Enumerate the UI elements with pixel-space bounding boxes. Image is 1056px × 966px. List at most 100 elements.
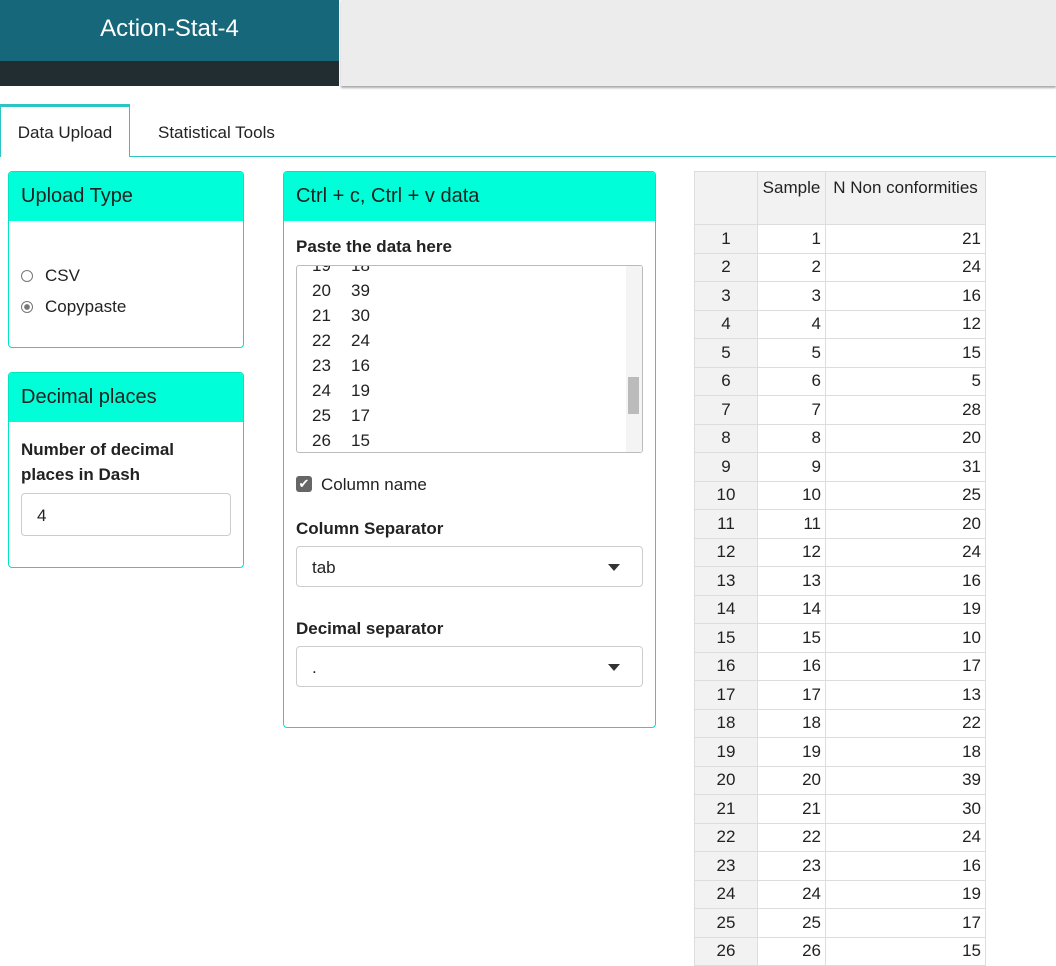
label: Number of decimal places in Dash [21,440,175,484]
box-title: Ctrl + c, Ctrl + v data [284,172,655,221]
table-cell: 25 [825,480,986,510]
table-cell: 10 [694,480,758,510]
table-cell: 31 [825,452,986,482]
radio-label: CSV [45,265,80,285]
table-cell: 22 [825,708,986,738]
data-table: Sample N Non conformities 1 1 21 2 2 24 3 3 16 4 4… [694,171,986,966]
table-row: 19 19 18 [694,737,986,767]
table-cell: 11 [757,509,826,539]
table-cell: 4 [694,309,758,339]
table-cell: 24 [694,879,758,909]
text-line: 22 24 [312,328,381,353]
radio-option[interactable]: Copypaste [21,291,126,322]
table-cell: 3 [757,281,826,311]
table-cell: 20 [694,765,758,795]
table-cell: 14 [757,594,826,624]
table-cell: 22 [694,822,758,852]
table-row: 25 25 17 [694,908,986,938]
table-cell: 19 [825,594,986,624]
tab[interactable]: Data Upload [0,104,130,157]
text-token: 22 [312,331,331,350]
table-cell: 26 [694,936,758,966]
scrollbar[interactable] [626,266,642,452]
table-cell: 2 [694,252,758,282]
textarea[interactable]: 19 18 20 39 21 30 22 24 23 16 24 19 25 17 26 15 [296,265,643,453]
dropdown[interactable]: tab [296,546,643,587]
text-token: 18 [351,265,370,275]
text-token: 30 [351,306,370,325]
label: Column Separator [296,519,444,538]
text-line: 26 15 [312,428,381,452]
table-row: 3 3 16 [694,281,986,311]
box-title: Decimal places [9,373,243,422]
text-token: 24 [351,331,370,350]
table-cell: 24 [757,879,826,909]
dropdown[interactable]: . [296,646,643,687]
table-cell: 2 [757,252,826,282]
table-cell: 7 [757,395,826,425]
table-row: 10 10 25 [694,480,986,510]
table-cell: 11 [694,509,758,539]
table-cell: 20 [825,509,986,539]
table-cell: 39 [825,765,986,795]
radio[interactable] [21,269,33,282]
table-row: 13 13 16 [694,566,986,596]
table-cell: 5 [694,338,758,368]
table-cell: 25 [694,908,758,938]
table-cell: 6 [694,366,758,396]
radio[interactable] [21,300,33,313]
table-cell: 24 [825,822,986,852]
dropdown-value: . [312,658,317,677]
table-cell: 5 [757,338,826,368]
decimal-box: Decimal places Number of decimal places … [8,372,244,568]
table-cell: 9 [757,452,826,482]
table-cell: 26 [757,936,826,966]
table-cell: 18 [825,737,986,767]
table-cell: 4 [757,309,826,339]
table-row: 7 7 28 [694,395,986,425]
table-cell: 5 [825,366,986,396]
radio-option[interactable]: CSV [21,260,126,291]
number-input[interactable]: 4 [21,493,231,536]
table-cell: 16 [825,566,986,596]
table-row: 26 26 15 [694,936,986,966]
upload-type-box: Upload Type CSV Copypaste [8,171,244,348]
table-cell: 30 [825,794,986,824]
text-line: 20 39 [312,278,381,303]
table-cell: 16 [757,651,826,681]
table-row: 14 14 19 [694,594,986,624]
table-cell: 18 [694,708,758,738]
header-cell [694,171,758,225]
text-token: 39 [351,281,370,300]
text-token: 21 [312,306,331,325]
table-cell: 20 [825,423,986,453]
checkbox[interactable]: ✔ [296,476,312,492]
table-cell: 12 [825,309,986,339]
table-cell: 14 [694,594,758,624]
table-cell: 20 [757,765,826,795]
table-row: 24 24 19 [694,879,986,909]
table-cell: 12 [757,537,826,567]
table-cell: 17 [757,680,826,710]
radio-group: CSV Copypaste [21,260,126,322]
data-table-wrap: Sample N Non conformities 1 1 21 2 2 24 3 3 16 4 4… [694,171,986,966]
text-token: 25 [312,406,331,425]
dropdown-value: tab [312,558,336,577]
text-token: 16 [351,356,370,375]
table-cell: 24 [825,537,986,567]
table-row: 18 18 22 [694,708,986,738]
text-token: 17 [351,406,370,425]
text-token: 26 [312,431,331,450]
table-row: 12 12 24 [694,537,986,567]
table-cell: 3 [694,281,758,311]
scroll-thumb[interactable] [628,377,639,414]
table-cell: 13 [757,566,826,596]
table-cell: 17 [825,651,986,681]
table-row: 1 1 21 [694,224,986,254]
paste-box: Ctrl + c, Ctrl + v data Paste the data h… [283,171,656,728]
tab[interactable]: Statistical Tools [158,123,275,142]
table-row: 20 20 39 [694,765,986,795]
label: Decimal separator [296,619,444,638]
table-cell: 23 [694,851,758,881]
